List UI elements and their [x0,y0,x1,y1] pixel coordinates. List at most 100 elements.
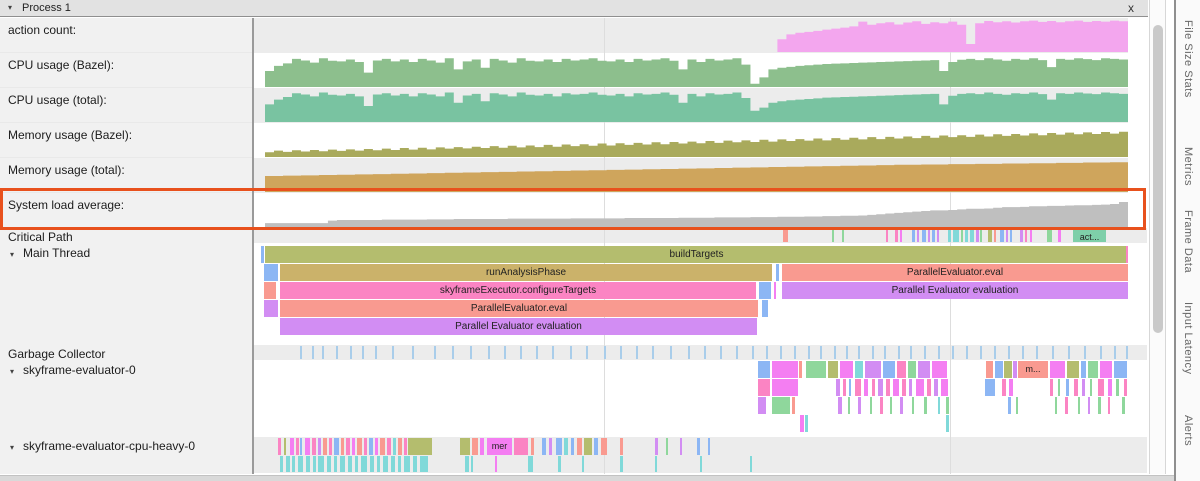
evaluator0-slice[interactable] [1016,397,1018,414]
evaluator0-slice[interactable] [758,361,770,378]
gc-slice[interactable] [1100,346,1102,359]
gc-slice[interactable] [1126,346,1128,359]
cpu-heavy-slice[interactable] [313,456,316,472]
gc-slice[interactable] [520,346,522,359]
evaluator0-slice[interactable] [772,379,798,396]
gc-slice[interactable] [586,346,588,359]
cpu-heavy-slice[interactable] [327,456,331,472]
area-chart-memory-usage-bazel[interactable] [265,124,1128,157]
cpu-heavy-slice[interactable] [697,438,700,455]
evaluator0-slice[interactable] [908,361,916,378]
gc-slice[interactable] [652,346,654,359]
gc-slice[interactable] [780,346,782,359]
gc-slice[interactable] [980,346,982,359]
cpu-heavy-slice[interactable] [387,438,391,455]
gc-slice[interactable] [570,346,572,359]
cpu-heavy-slice[interactable] [278,438,281,455]
cpu-heavy-slice[interactable] [361,456,367,472]
cpu-heavy-slice[interactable] [564,438,568,455]
cpu-heavy-slice[interactable] [355,456,358,472]
critical-path-slice[interactable] [937,229,939,242]
evaluator0-slice[interactable] [1100,361,1112,378]
evaluator0-slice[interactable] [864,379,868,396]
cpu-heavy-slice[interactable] [620,438,623,455]
area-chart-memory-usage-total[interactable] [265,159,1128,192]
cpu-heavy-slice[interactable] [601,438,607,455]
gc-slice[interactable] [300,346,302,359]
cpu-heavy-slice[interactable] [571,438,574,455]
gc-slice[interactable] [1052,346,1054,359]
evaluator0-slice[interactable] [1114,361,1127,378]
tab-frame-data[interactable]: Frame Data [1182,210,1194,274]
gc-slice[interactable] [766,346,768,359]
cpu-heavy-slice[interactable] [472,438,478,455]
critical-path-slice[interactable] [932,229,935,242]
cpu-heavy-slice[interactable] [413,456,417,472]
area-chart-cpu-usage-total[interactable] [265,89,1128,122]
flame-bar[interactable] [261,246,264,263]
gc-slice[interactable] [375,346,377,359]
gc-slice[interactable] [504,346,506,359]
flame-bar[interactable] [762,300,768,317]
flame-bar[interactable]: Parallel Evaluator evaluation [280,318,757,335]
evaluator0-slice[interactable] [1081,361,1086,378]
gc-slice[interactable] [688,346,690,359]
evaluator0-slice[interactable] [1008,397,1011,414]
flame-bar[interactable] [264,282,276,299]
cpu-heavy-slice[interactable] [348,456,352,472]
gc-slice[interactable] [470,346,472,359]
cpu-heavy-slice[interactable] [620,456,623,472]
cpu-heavy-slice[interactable] [594,438,598,455]
cpu-heavy-slice[interactable] [708,438,710,455]
cpu-heavy-slice[interactable] [460,438,470,455]
process-header[interactable]: ▾ Process 1 x [0,0,1148,17]
evaluator0-slice[interactable] [916,379,924,396]
critical-path-slice[interactable] [895,229,898,242]
gc-slice[interactable] [820,346,822,359]
gc-slice[interactable] [858,346,860,359]
evaluator0-slice[interactable] [909,379,912,396]
critical-path-slice[interactable] [900,229,902,242]
cpu-heavy-slice[interactable] [514,438,528,455]
evaluator0-slice[interactable] [1108,397,1110,414]
cpu-heavy-slice[interactable] [357,438,362,455]
cpu-heavy-slice[interactable] [420,456,428,472]
gc-slice[interactable] [1084,346,1086,359]
cpu-heavy-slice[interactable] [284,438,286,455]
flame-bar[interactable] [1126,246,1128,263]
gc-slice[interactable] [536,346,538,359]
cpu-heavy-slice[interactable] [296,438,299,455]
evaluator0-slice[interactable] [941,379,948,396]
gc-slice[interactable] [924,346,926,359]
evaluator0-slice[interactable] [1116,379,1119,396]
evaluator0-slice[interactable] [946,397,949,414]
critical-path-slice[interactable] [961,229,963,242]
cpu-heavy-slice[interactable] [542,438,546,455]
cpu-heavy-slice[interactable] [531,438,534,455]
evaluator0-slice[interactable] [985,379,995,396]
tab-alerts[interactable]: Alerts [1182,415,1194,447]
flame-bar[interactable] [776,264,779,281]
critical-path-slice[interactable] [1006,229,1008,242]
cpu-heavy-slice[interactable] [577,438,582,455]
critical-path-slice[interactable] [886,229,888,242]
cpu-heavy-slice[interactable] [398,438,402,455]
track-label-skyframe-evaluator-cpu-heavy-0[interactable]: ▾ skyframe-evaluator-cpu-heavy-0 [10,439,196,453]
cpu-heavy-slice[interactable] [750,456,752,472]
cpu-heavy-slice[interactable] [655,456,657,472]
evaluator0-slice[interactable] [772,361,798,378]
gc-slice[interactable] [846,346,848,359]
flame-bar[interactable]: Parallel Evaluator evaluation [782,282,1128,299]
evaluator0-slice[interactable] [1002,379,1006,396]
tab-metrics[interactable]: Metrics [1182,147,1194,186]
evaluator0-slice[interactable] [918,361,930,378]
cpu-heavy-slice[interactable] [300,438,302,455]
evaluator0-slice[interactable] [880,397,883,414]
gc-slice[interactable] [336,346,338,359]
evaluator0-slice[interactable] [902,379,906,396]
gc-slice[interactable] [1068,346,1070,359]
evaluator0-slice[interactable] [1088,397,1090,414]
evaluator0-slice[interactable] [805,415,808,432]
gc-slice[interactable] [392,346,394,359]
evaluator0-slice[interactable] [927,379,931,396]
